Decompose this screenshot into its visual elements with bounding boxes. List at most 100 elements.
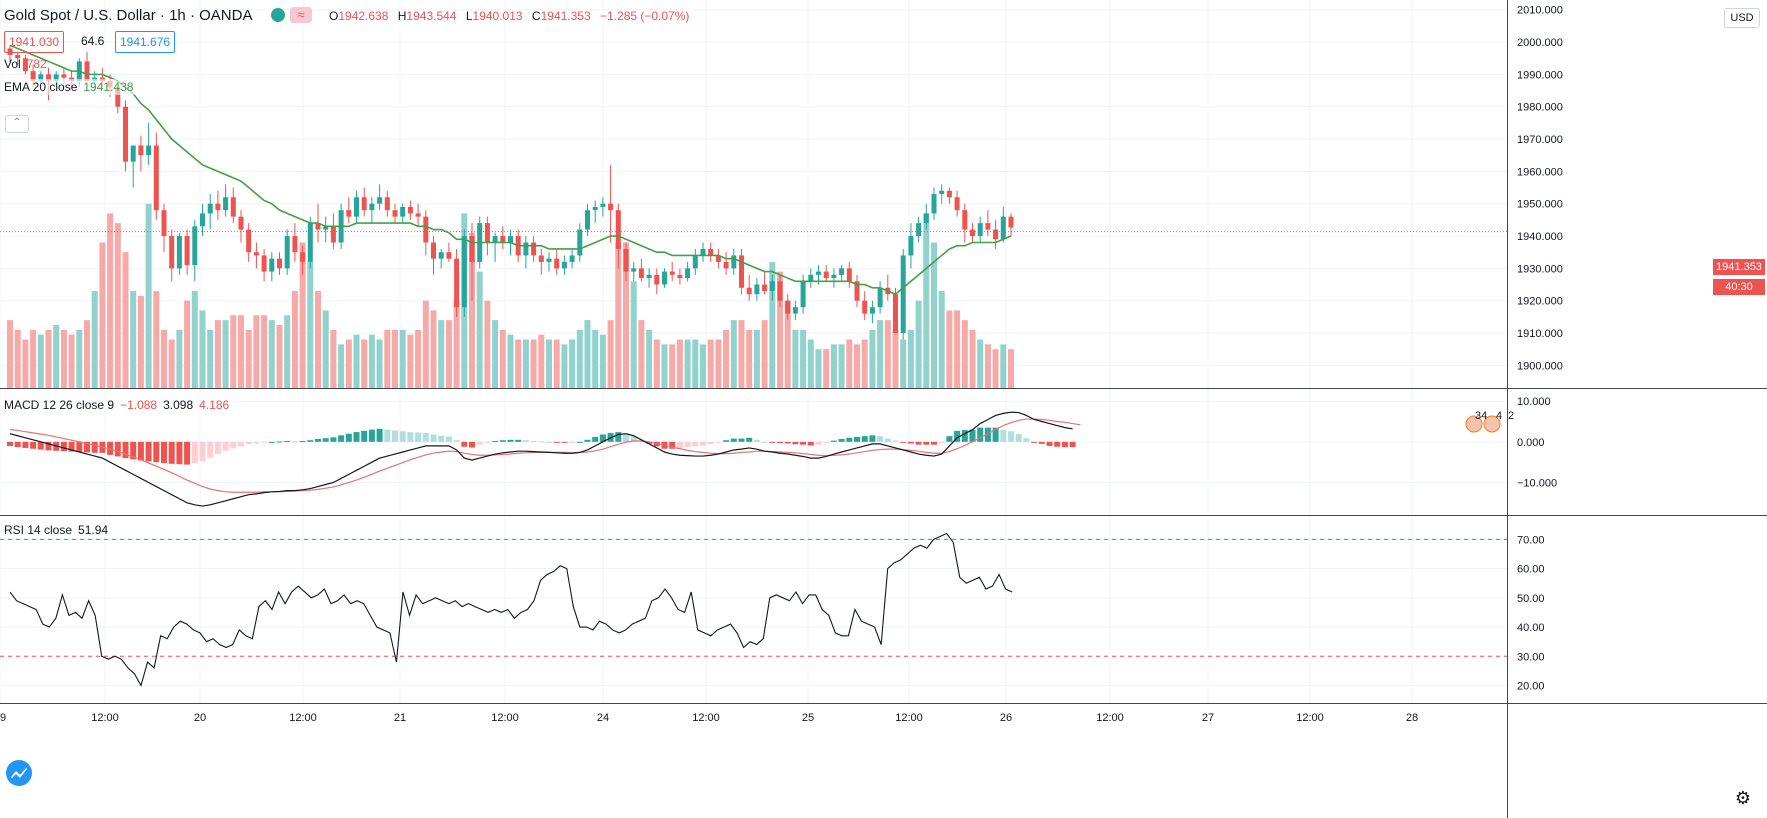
volume-bar-62 — [484, 300, 491, 388]
compare-wave-icon[interactable]: ≈ — [290, 7, 312, 23]
candle-body-104 — [808, 274, 814, 282]
macd-hist-bar-31 — [245, 441, 252, 445]
open-value: 1942.638 — [338, 9, 389, 23]
volume-bar-103 — [800, 329, 807, 388]
interval-label: 1h — [169, 7, 186, 24]
symbol-title[interactable]: Gold Spot / U.S. Dollar · 1h · OANDA — [4, 7, 252, 24]
macd-hist-bar-43 — [338, 435, 345, 442]
candle-body-75 — [585, 210, 590, 230]
volume-bar-22 — [176, 329, 183, 388]
macd-tick-1: 0.000 — [1517, 437, 1545, 449]
time-tick-4: 21 — [394, 712, 406, 724]
volume-bar-89 — [692, 339, 699, 388]
settings-gear-icon[interactable]: ⚙ — [1734, 788, 1752, 808]
ema-legend[interactable]: EMA 20 close 1941.438 — [4, 79, 140, 95]
macd-hist-bar-125 — [969, 429, 976, 442]
candle-body-106 — [823, 271, 829, 279]
volume-bar-49 — [384, 329, 391, 388]
macd-hist-bar-130 — [1008, 431, 1014, 442]
candle-body-27 — [215, 203, 221, 211]
candle-body-71 — [554, 258, 560, 269]
macd-hist-bar-30 — [238, 441, 244, 447]
ema-line — [9, 44, 1012, 296]
volume-bar-114 — [884, 320, 891, 388]
volume-bar-4 — [37, 334, 44, 388]
macd-hist-bar-116 — [900, 441, 907, 443]
close-value: 1941.353 — [540, 9, 591, 23]
close-label: C — [531, 9, 541, 23]
rsi-tick-2: 50.00 — [1517, 593, 1545, 605]
candle-body-17 — [138, 145, 144, 156]
volume-bar-78 — [607, 320, 614, 388]
macd-hist-bar-62 — [484, 441, 491, 443]
countdown-tag: 40:30 — [1713, 279, 1765, 295]
volume-bar-91 — [707, 339, 714, 388]
volume-bar-90 — [700, 344, 706, 388]
rsi-legend[interactable]: RSI 14 close 51.94 — [4, 522, 114, 538]
volume-bar-41 — [322, 310, 329, 388]
macd-hist-bar-138 — [1069, 441, 1076, 448]
candle-body-100 — [777, 281, 783, 301]
high-label: H — [397, 9, 407, 23]
time-tick-10: 26 — [1000, 712, 1012, 724]
tradingview-logo-icon[interactable] — [6, 760, 32, 786]
volume-bar-8 — [68, 334, 75, 388]
candle-body-83 — [646, 274, 652, 279]
macd-hist-bar-59 — [461, 441, 468, 447]
candle-body-81 — [631, 268, 637, 272]
market-status-icon[interactable] — [271, 8, 285, 22]
volume-bar-46 — [361, 339, 368, 388]
volume-bar-2 — [22, 339, 29, 388]
macd-hist-bar-83 — [646, 441, 653, 444]
macd-hist-bar-92 — [715, 441, 722, 443]
macd-hist-bar-61 — [476, 441, 483, 445]
candle-body-31 — [246, 229, 252, 253]
candle-body-54 — [423, 216, 429, 243]
candle-body-115 — [893, 294, 898, 334]
rsi-tick-3: 40.00 — [1517, 622, 1545, 634]
volume-bar-27 — [214, 320, 221, 388]
open-label: O — [329, 9, 339, 23]
macd-hist-bar-108 — [838, 438, 845, 442]
volume-bar-124 — [961, 320, 968, 388]
candle-body-88 — [685, 268, 691, 279]
macd-hist-bar-25 — [199, 441, 206, 462]
currency-button[interactable]: USD — [1724, 8, 1760, 28]
volume-legend[interactable]: Vol 782 — [4, 56, 53, 72]
macd-hist-bar-2 — [22, 441, 29, 448]
volume-bar-1 — [14, 329, 21, 388]
sell-price-button[interactable]: 1941.030 — [4, 31, 65, 53]
symbol-name: Gold Spot / U.S. Dollar — [4, 7, 156, 24]
buy-price-button[interactable]: 1941.676 — [115, 31, 176, 53]
time-tick-12: 27 — [1202, 712, 1214, 724]
volume-bar-53 — [415, 329, 422, 388]
candle-body-73 — [569, 255, 575, 262]
candle-body-32 — [253, 252, 259, 256]
candle-body-47 — [369, 203, 375, 211]
macd-legend[interactable]: MACD 12 26 close 9 −1.088 3.098 4.186 — [4, 397, 235, 413]
candle-body-6 — [53, 74, 59, 81]
candle-body-29 — [230, 197, 236, 217]
change-value: −1.285 (−0.07%) — [600, 9, 690, 23]
high-value: 1943.544 — [406, 9, 457, 23]
candle-body-45 — [354, 197, 359, 217]
volume-bar-37 — [291, 291, 298, 388]
volume-bar-50 — [392, 329, 398, 388]
macd-hist-bar-109 — [846, 437, 853, 442]
macd-hist-bar-122 — [946, 436, 953, 442]
macd-hist-bar-24 — [191, 441, 198, 464]
volume-bar-74 — [576, 329, 583, 388]
candle-body-18 — [146, 145, 152, 156]
volume-bar-34 — [268, 320, 275, 388]
macd-hist-bar-113 — [877, 436, 884, 442]
macd-hist-bar-5 — [45, 441, 52, 451]
collapse-legend-button[interactable]: ⌃ — [5, 115, 29, 133]
volume-bar-31 — [245, 329, 252, 388]
candle-body-84 — [654, 274, 660, 285]
macd-hist-bar-7 — [60, 441, 67, 452]
macd-hist-bar-36 — [284, 441, 291, 443]
volume-bar-45 — [353, 334, 360, 388]
candle-body-36 — [284, 236, 290, 269]
candle-body-49 — [384, 197, 390, 211]
